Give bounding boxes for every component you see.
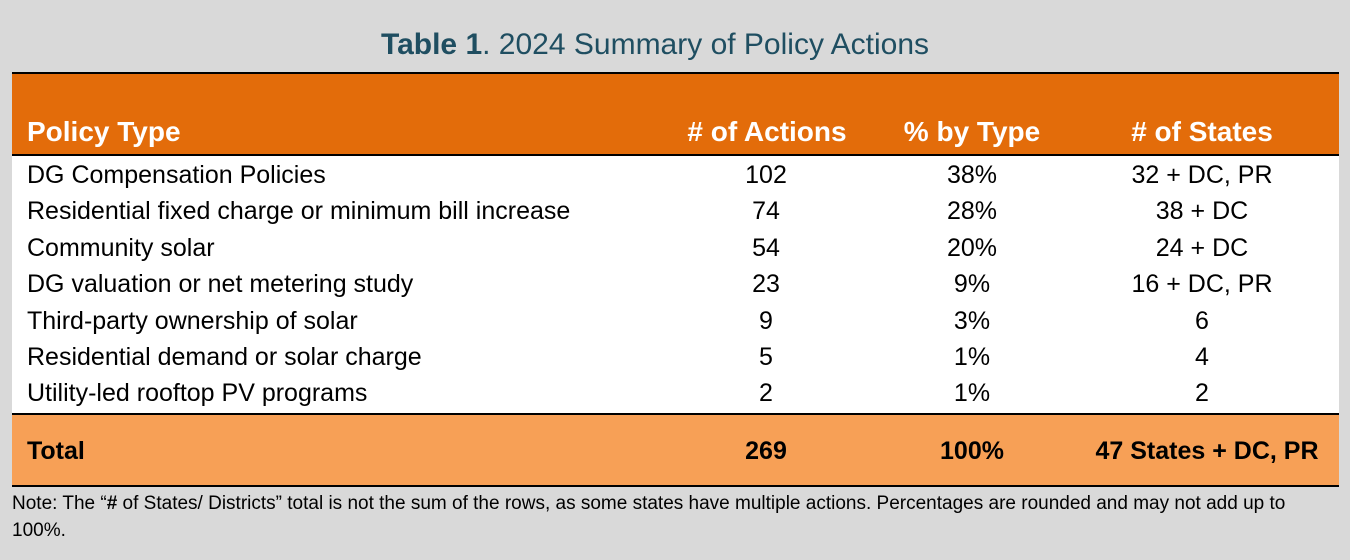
cell-actions: 74 bbox=[752, 197, 780, 226]
table-row: Community solar 54 20% 24 + DC bbox=[12, 231, 1339, 267]
table-row: Utility-led rooftop PV programs 2 1% 2 bbox=[12, 376, 1339, 412]
table-row: Third-party ownership of solar 9 3% 6 bbox=[12, 304, 1339, 340]
cell-actions: 54 bbox=[752, 233, 780, 262]
table-title-text: . 2024 Summary of Policy Actions bbox=[482, 28, 930, 61]
total-label: Total bbox=[27, 436, 85, 465]
cell-states: 38 + DC bbox=[1155, 197, 1249, 226]
cell-states: 32 + DC, PR bbox=[1131, 161, 1273, 189]
table-note: Note: The “# of States/ Districts” total… bbox=[12, 490, 1312, 544]
header-actions: # of Actions bbox=[687, 116, 847, 147]
cell-policy-type: Utility-led rooftop PV programs bbox=[27, 379, 368, 408]
cell-pct: 9% bbox=[953, 270, 991, 299]
table-title: Table 1. 2024 Summary of Policy Actions bbox=[0, 28, 1310, 62]
total-states: 47 States + DC, PR bbox=[1095, 436, 1319, 465]
cell-pct: 1% bbox=[953, 342, 991, 371]
cell-pct: 3% bbox=[953, 306, 991, 335]
total-actions: 269 bbox=[745, 436, 787, 465]
cell-pct: 28% bbox=[946, 197, 998, 226]
table-header-row: Policy Type # of Actions % by Type # of … bbox=[12, 72, 1339, 154]
cell-policy-type: Community solar bbox=[27, 233, 215, 262]
cell-policy-type: DG valuation or net metering study bbox=[27, 270, 414, 299]
table-body: DG Compensation Policies 102 38% 32 + DC… bbox=[12, 154, 1339, 415]
cell-actions: 2 bbox=[759, 379, 773, 408]
cell-actions: 23 bbox=[752, 270, 780, 299]
cell-pct: 20% bbox=[946, 233, 998, 262]
cell-policy-type: Residential fixed charge or minimum bill… bbox=[27, 197, 571, 226]
cell-actions: 5 bbox=[759, 342, 773, 371]
policy-table: Policy Type # of Actions % by Type # of … bbox=[12, 72, 1339, 487]
cell-actions: 9 bbox=[759, 306, 773, 335]
cell-states: 2 bbox=[1195, 379, 1209, 408]
table-row: Residential demand or solar charge 5 1% … bbox=[12, 340, 1339, 376]
header-policy-type: Policy Type bbox=[27, 116, 181, 147]
note-prefix: Note: The “ bbox=[12, 493, 107, 514]
cell-policy-type: Residential demand or solar charge bbox=[27, 342, 422, 371]
cell-policy-type: Third-party ownership of solar bbox=[27, 306, 358, 335]
table-title-number: Table 1 bbox=[380, 28, 483, 61]
cell-states: 6 bbox=[1195, 306, 1209, 335]
table-row: DG Compensation Policies 102 38% 32 + DC… bbox=[12, 158, 1339, 194]
cell-states: 24 + DC bbox=[1155, 233, 1249, 262]
header-pct-by-type: % by Type bbox=[903, 116, 1041, 147]
header-states: # of States bbox=[1131, 116, 1273, 147]
table-row: Residential fixed charge or minimum bill… bbox=[12, 194, 1339, 230]
total-pct: 100% bbox=[940, 436, 1004, 465]
note-suffix: of States/ Districts” total is not the s… bbox=[12, 493, 1286, 541]
table-row: DG valuation or net metering study 23 9%… bbox=[12, 267, 1339, 303]
cell-pct: 38% bbox=[946, 161, 998, 189]
cell-states: 16 + DC, PR bbox=[1131, 270, 1273, 299]
table-total-row: Total 269 100% 47 States + DC, PR bbox=[12, 414, 1339, 487]
cell-pct: 1% bbox=[953, 379, 991, 408]
cell-actions: 102 bbox=[745, 161, 787, 189]
cell-policy-type: DG Compensation Policies bbox=[27, 161, 326, 189]
note-bold: # bbox=[106, 493, 118, 514]
cell-states: 4 bbox=[1195, 342, 1209, 371]
